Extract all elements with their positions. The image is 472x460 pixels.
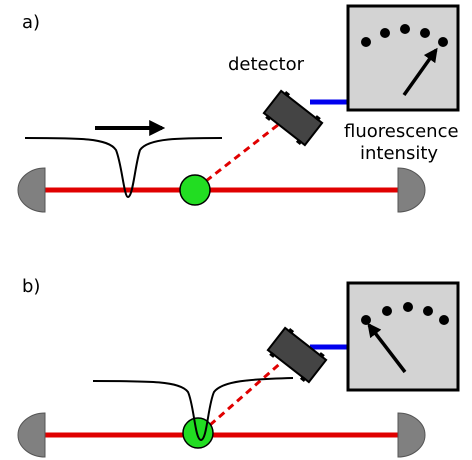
- fluorescence-ray: [206, 121, 283, 181]
- meter: [348, 6, 458, 110]
- panel-label: a): [22, 12, 40, 33]
- panel-a: a) detector fluorescence intensity: [18, 6, 459, 212]
- detector: [266, 326, 328, 385]
- fluorescence-ray: [210, 360, 284, 425]
- mirror: [398, 168, 425, 212]
- detector-label: detector: [228, 54, 305, 75]
- meter-label: fluorescence: [344, 121, 459, 142]
- diagram: a) detector fluorescence intensity b): [0, 0, 472, 460]
- panel-b: b): [18, 276, 458, 457]
- panel-label: b): [22, 276, 40, 297]
- atom: [180, 175, 210, 205]
- detector: [262, 89, 324, 148]
- mirror: [398, 413, 425, 457]
- meter-label: intensity: [360, 143, 438, 164]
- mirror: [18, 168, 45, 212]
- meter: [348, 283, 458, 390]
- mirror: [18, 413, 45, 457]
